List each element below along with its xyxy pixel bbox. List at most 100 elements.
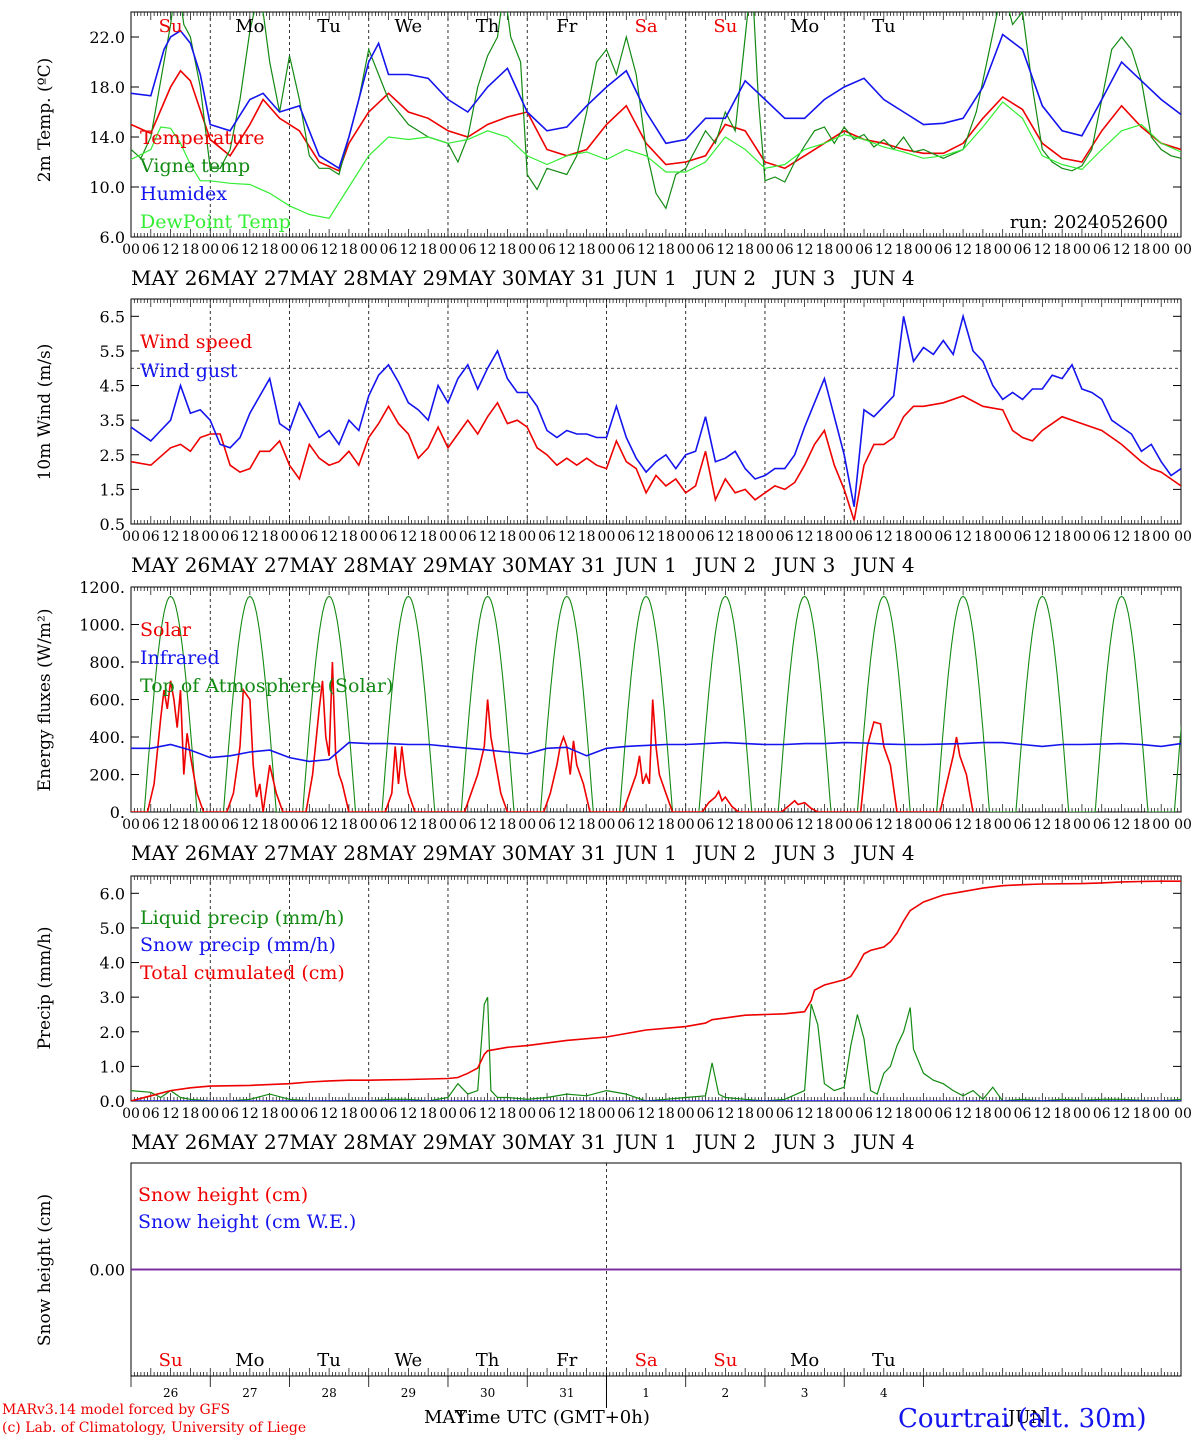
energy-plot-area xyxy=(131,595,1181,812)
hour-tick-label: 00 xyxy=(281,529,299,545)
hour-tick-label: 06 xyxy=(617,529,635,545)
date-label: MAY 26 xyxy=(131,266,210,290)
hour-tick-label: 12 xyxy=(1113,817,1131,833)
date-label: JUN 2 xyxy=(693,1130,756,1154)
hour-tick-label: 06 xyxy=(855,529,873,545)
y-tick-label: 4.0 xyxy=(100,954,125,973)
station-title: Courtrai (alt. 30m) xyxy=(898,1404,1147,1434)
infrared-line xyxy=(131,741,1181,763)
hour-tick-label: 06 xyxy=(538,529,556,545)
y-tick-label: 2.5 xyxy=(100,446,125,465)
hour-tick-label: 12 xyxy=(399,529,417,545)
hour-tick-label: 00 xyxy=(835,817,853,833)
hour-tick-label: 12 xyxy=(1033,817,1051,833)
hour-tick-label: 18 xyxy=(340,817,358,833)
date-label: JUN 1 xyxy=(613,553,676,577)
hour-tick-label: 00 xyxy=(1174,242,1192,258)
y-tick-label: 6.5 xyxy=(100,307,125,326)
hour-tick-label: 00 xyxy=(1073,1106,1091,1122)
hour-tick-label: 06 xyxy=(221,1106,239,1122)
hour-tick-label: 06 xyxy=(1014,529,1032,545)
y-tick-label: 1000. xyxy=(79,616,125,635)
day-of-week-label: Tu xyxy=(317,16,341,37)
date-label: MAY 30 xyxy=(448,553,527,577)
hour-tick-label: 06 xyxy=(617,1106,635,1122)
hour-tick-label: 12 xyxy=(320,1106,338,1122)
legend-item: Solar xyxy=(140,619,192,641)
day-number-label: 4 xyxy=(880,1386,888,1400)
hour-tick-label: 00 xyxy=(201,529,219,545)
lab-credit: (c) Lab. of Climatology, University of L… xyxy=(2,1420,307,1436)
hour-tick-label: 18 xyxy=(499,529,517,545)
hour-tick-label: 18 xyxy=(578,817,596,833)
hour-tick-label: 18 xyxy=(895,817,913,833)
hour-tick-label: 12 xyxy=(558,242,576,258)
hour-tick-label: 12 xyxy=(320,817,338,833)
hour-tick-label: 12 xyxy=(320,242,338,258)
day-number-label: 27 xyxy=(242,1386,257,1400)
hour-tick-label: 12 xyxy=(479,242,497,258)
hour-tick-label: 18 xyxy=(1053,1106,1071,1122)
hour-tick-label: 12 xyxy=(399,1106,417,1122)
hour-tick-label: 18 xyxy=(261,817,279,833)
hour-tick-label: 06 xyxy=(459,242,477,258)
hour-tick-label: 00 xyxy=(360,817,378,833)
y-axis-label: 2m Temp. (ºC) xyxy=(35,58,55,183)
date-label: MAY 30 xyxy=(448,266,527,290)
day-of-week-label: Sa xyxy=(635,1350,658,1371)
hour-tick-label: 00 xyxy=(756,242,774,258)
hour-tick-label: 06 xyxy=(934,817,952,833)
y-tick-label: 1.0 xyxy=(100,1057,125,1076)
hour-tick-label: 18 xyxy=(815,1106,833,1122)
hour-tick-label: 06 xyxy=(142,529,160,545)
month-may-label: MAY xyxy=(424,1407,467,1428)
y-tick-label: 0.0 xyxy=(100,1092,125,1111)
y-tick-label: 1.5 xyxy=(100,480,125,499)
hour-tick-label: 12 xyxy=(796,817,814,833)
hour-tick-label: 18 xyxy=(578,242,596,258)
hour-tick-label: 00 xyxy=(439,242,457,258)
hour-tick-label: 06 xyxy=(300,529,318,545)
hour-tick-label: 00 xyxy=(756,817,774,833)
solar-line xyxy=(131,661,974,812)
hour-tick-label: 18 xyxy=(419,529,437,545)
hour-tick-label: 18 xyxy=(736,242,754,258)
date-label: MAY 27 xyxy=(210,266,289,290)
hour-tick-label: 18 xyxy=(974,242,992,258)
hour-tick-label: 00 xyxy=(1174,529,1192,545)
liquid-precip-mm-h--line xyxy=(131,996,1181,1101)
hour-tick-label: 00 xyxy=(360,1106,378,1122)
hour-tick-label: 06 xyxy=(1093,242,1111,258)
y-tick-label: 22.0 xyxy=(89,28,125,47)
hour-tick-label: 18 xyxy=(736,817,754,833)
hour-tick-label: 06 xyxy=(380,1106,398,1122)
temperature-panel: 6.010.014.018.022.02m Temp. (ºC)00 06 12 18… xyxy=(35,11,1192,290)
hour-tick-label: 00 xyxy=(281,242,299,258)
hour-tick-label: 18 xyxy=(1053,242,1071,258)
hour-tick-label: 18 xyxy=(419,1106,437,1122)
hour-tick-label: 06 xyxy=(776,529,794,545)
hour-tick-label: 06 xyxy=(538,1106,556,1122)
hour-tick-label: 00 xyxy=(439,817,457,833)
temperature-line xyxy=(131,69,1181,172)
hour-tick-label: 00 xyxy=(518,817,536,833)
day-number-label: 26 xyxy=(163,1386,178,1400)
date-label: MAY 30 xyxy=(448,841,527,865)
hour-tick-label: 00 xyxy=(1152,529,1170,545)
hour-tick-label: 18 xyxy=(895,529,913,545)
hour-tick-label: 12 xyxy=(399,242,417,258)
y-tick-label: 400. xyxy=(89,728,125,747)
date-label: MAY 31 xyxy=(527,1130,606,1154)
hour-tick-label: 18 xyxy=(419,817,437,833)
hour-tick-label: 00 xyxy=(756,1106,774,1122)
hour-tick-label: 06 xyxy=(221,817,239,833)
hour-tick-label: 06 xyxy=(617,242,635,258)
hour-tick-label: 00 xyxy=(677,529,695,545)
hour-tick-label: 18 xyxy=(499,817,517,833)
legend-item: DewPoint Temp xyxy=(140,211,291,233)
hour-tick-label: 06 xyxy=(538,817,556,833)
date-label: JUN 3 xyxy=(772,266,835,290)
legend-item: Liquid precip (mm/h) xyxy=(140,907,344,929)
y-tick-label: 0.5 xyxy=(100,515,125,534)
